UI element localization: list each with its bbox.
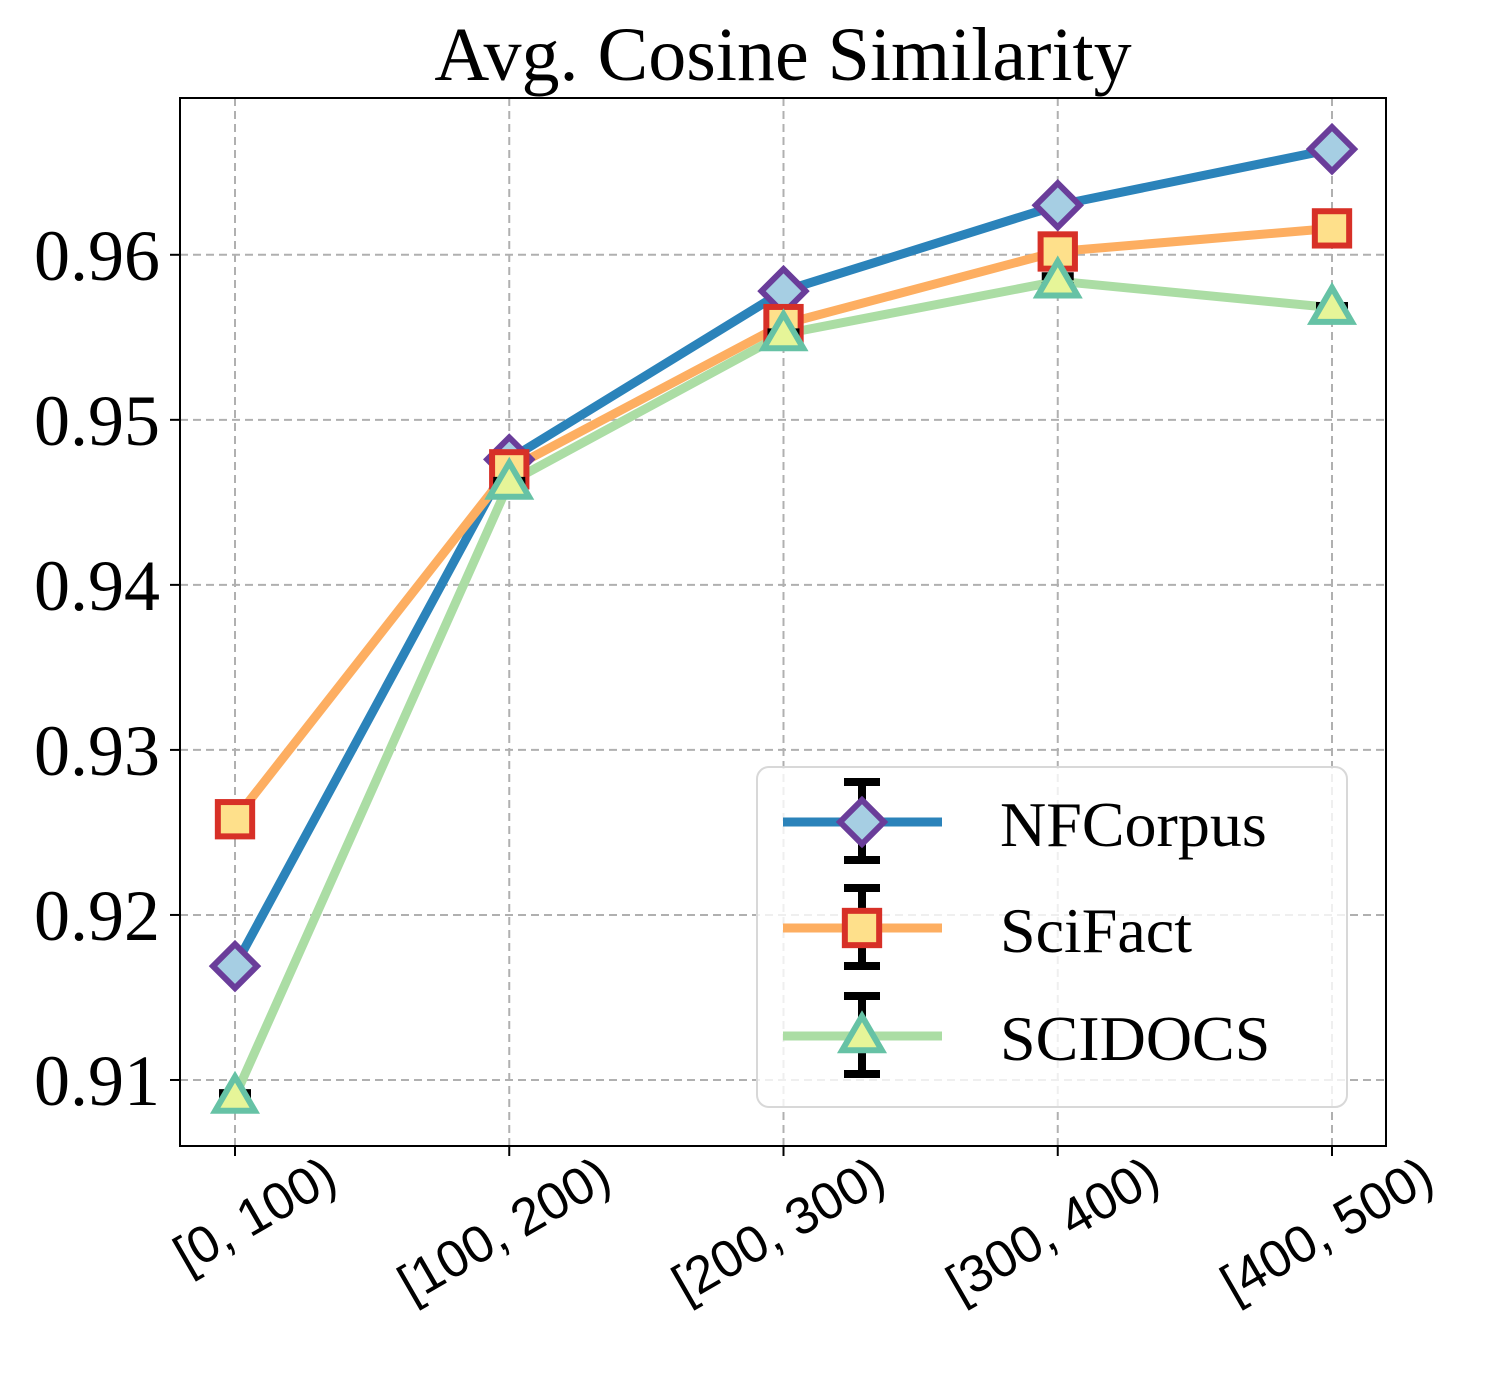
data-point-scidocs (1306, 281, 1358, 325)
series-group (208, 122, 1359, 1114)
x-tick-label: [400, 500) (1211, 1146, 1443, 1313)
x-axis: [0, 100) [100, 200) [200, 300) [300, 400) [4… (164, 1146, 1443, 1313)
legend: NFCorpus SciFact SCIDOCS (756, 766, 1348, 1108)
data-point-scidocs (758, 308, 809, 352)
chart-title: Avg. Cosine Similarity (434, 13, 1131, 97)
legend-label-scidocs: SCIDOCS (1000, 1003, 1270, 1074)
y-tick-label: 0.94 (34, 546, 160, 626)
data-point-nfcorpus (1305, 122, 1359, 176)
x-tick-label: [0, 100) (164, 1146, 346, 1284)
data-point-nfcorpus (1031, 179, 1084, 232)
x-tick-label: [300, 400) (937, 1146, 1169, 1313)
data-point-nfcorpus (208, 939, 262, 993)
x-tick-label: [100, 200) (388, 1146, 620, 1313)
legend-marker-scifact (841, 907, 883, 949)
legend-marker-scidocs (836, 1010, 888, 1054)
legend-label-scifact: SciFact (1000, 895, 1192, 966)
x-tick-label: [200, 300) (663, 1146, 895, 1313)
y-tick-label: 0.96 (34, 216, 160, 296)
y-tick-label: 0.92 (34, 876, 160, 956)
legend-label-nfcorpus: NFCorpus (1000, 789, 1267, 860)
data-point-scifact (1311, 208, 1353, 249)
y-tick-label: 0.91 (34, 1041, 160, 1121)
data-point-scidocs (484, 456, 535, 500)
y-tick-label: 0.93 (34, 711, 160, 791)
legend-box (756, 766, 1348, 1108)
plot-frame (179, 97, 1387, 1147)
data-point-scidocs (1032, 255, 1083, 299)
y-tick-label: 0.95 (34, 381, 160, 461)
y-axis: 0.91 0.92 0.93 0.94 0.95 0.96 (34, 216, 180, 1121)
data-point-scidocs (209, 1070, 261, 1114)
data-point-scifact (214, 799, 256, 840)
legend-marker-nfcorpus (835, 795, 889, 849)
